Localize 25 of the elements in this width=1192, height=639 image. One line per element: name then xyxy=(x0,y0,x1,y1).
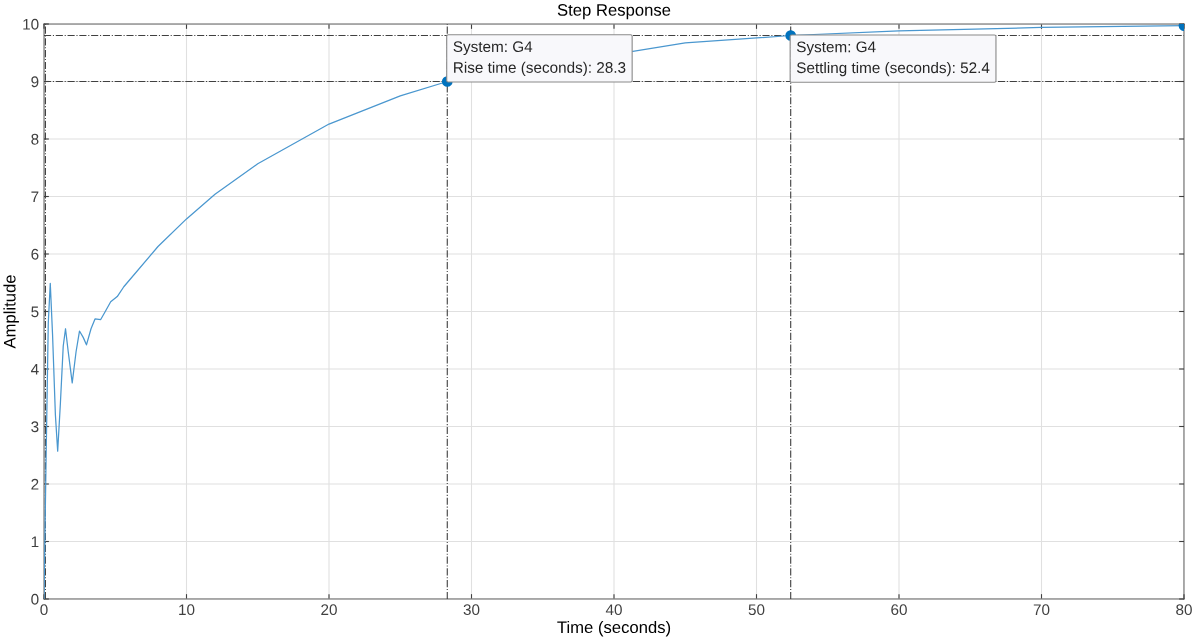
x-axis-title: Time (seconds) xyxy=(557,620,671,637)
y-tick-label: 6 xyxy=(31,248,39,260)
x-tick-label: 30 xyxy=(463,604,480,616)
x-tick-label: 50 xyxy=(748,604,765,616)
y-tick-label: 8 xyxy=(31,133,39,145)
y-tick-label: 5 xyxy=(31,306,39,318)
x-tick-label: 20 xyxy=(321,604,337,616)
x-tick-label: 10 xyxy=(179,604,195,616)
x-tick-label: 60 xyxy=(891,604,907,616)
y-tick-label: 1 xyxy=(31,536,39,548)
y-axis-title: Amplitude xyxy=(3,275,19,349)
y-tick-label: 0 xyxy=(31,593,39,605)
annotation: System: G4 Rise time (seconds): 28.3 xyxy=(453,41,626,76)
y-tick-label: 4 xyxy=(30,364,39,375)
annotation: System: G4 Settling time (seconds): 52.4 xyxy=(796,41,990,77)
y-tick-label: 10 xyxy=(23,18,39,30)
x-tick-label: 0 xyxy=(40,604,48,616)
y-tick-label: 9 xyxy=(31,76,39,88)
y-tick-label: 2 xyxy=(31,478,39,490)
x-tick-label: 40 xyxy=(605,604,622,616)
y-tick-label: 7 xyxy=(31,191,39,203)
y-tick-label: 3 xyxy=(31,421,39,433)
x-tick-label: 70 xyxy=(1033,604,1050,616)
chart-title: Step Response xyxy=(557,4,671,20)
x-tick-label: 80 xyxy=(1176,604,1192,616)
